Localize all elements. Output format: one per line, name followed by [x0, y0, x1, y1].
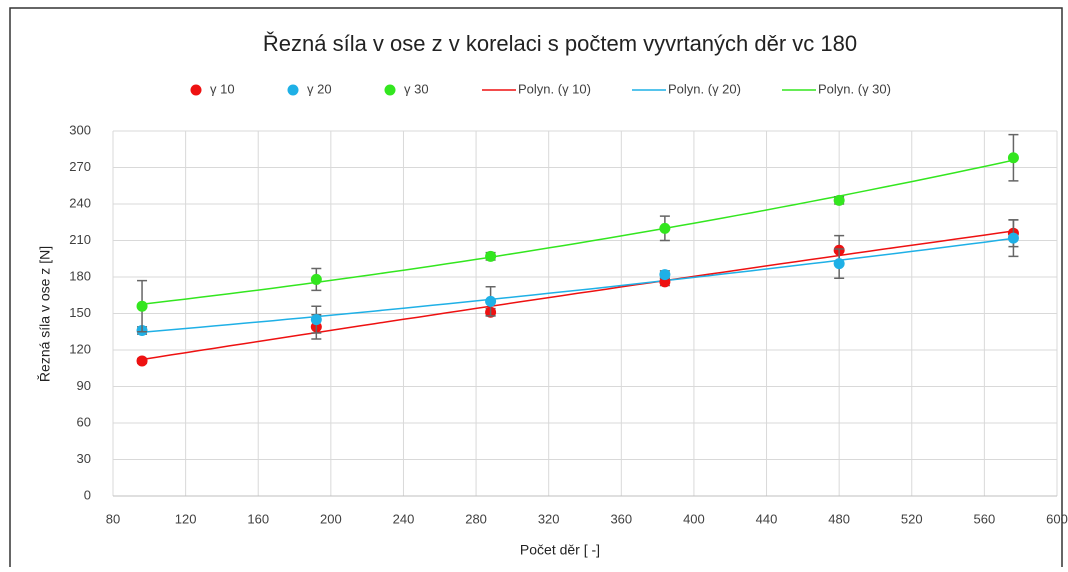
- x-tick-label: 440: [756, 511, 778, 526]
- trendline: [141, 237, 1014, 334]
- trendline: [141, 230, 1014, 361]
- y-tick-label: 120: [69, 341, 91, 356]
- x-tick-label: 320: [538, 511, 560, 526]
- point: [136, 355, 148, 367]
- point: [485, 250, 497, 262]
- legend-label: γ 10: [210, 81, 235, 96]
- point: [833, 258, 845, 270]
- point: [659, 269, 671, 281]
- y-tick-label: 150: [69, 305, 91, 320]
- chart-title: Řezná síla v ose z v korelaci s počtem v…: [263, 31, 857, 56]
- point: [136, 300, 148, 312]
- x-tick-label: 240: [393, 511, 415, 526]
- legend-label: γ 20: [307, 81, 332, 96]
- point: [310, 273, 322, 285]
- legend-label: γ 30: [404, 81, 429, 96]
- trendline: [141, 159, 1014, 305]
- point: [1007, 232, 1019, 244]
- legend-label: Polyn. (γ 20): [668, 81, 741, 96]
- x-tick-label: 280: [465, 511, 487, 526]
- y-tick-label: 270: [69, 159, 91, 174]
- point: [833, 194, 845, 206]
- x-tick-label: 200: [320, 511, 342, 526]
- x-axis-label: Počet děr [ -]: [520, 542, 600, 558]
- x-tick-label: 520: [901, 511, 923, 526]
- y-tick-label: 180: [69, 268, 91, 283]
- point: [659, 222, 671, 234]
- y-tick-label: 0: [84, 487, 91, 502]
- x-tick-label: 480: [828, 511, 850, 526]
- y-tick-label: 30: [77, 451, 91, 466]
- y-tick-label: 300: [69, 122, 91, 137]
- y-tick-label: 210: [69, 232, 91, 247]
- legend-marker: [190, 84, 202, 96]
- x-tick-label: 160: [247, 511, 269, 526]
- y-tick-label: 240: [69, 195, 91, 210]
- x-tick-label: 120: [175, 511, 197, 526]
- legend-marker: [384, 84, 396, 96]
- y-tick-label: 60: [77, 414, 91, 429]
- x-tick-label: 360: [610, 511, 632, 526]
- legend-marker: [287, 84, 299, 96]
- legend-label: Polyn. (γ 10): [518, 81, 591, 96]
- x-tick-label: 400: [683, 511, 705, 526]
- point: [1007, 152, 1019, 164]
- x-tick-label: 80: [106, 511, 120, 526]
- x-tick-label: 600: [1046, 511, 1068, 526]
- point: [485, 295, 497, 307]
- legend-label: Polyn. (γ 30): [818, 81, 891, 96]
- point: [310, 314, 322, 326]
- y-tick-label: 90: [77, 378, 91, 393]
- y-axis-label: Řezná síla v ose z [N]: [37, 246, 53, 382]
- x-tick-label: 560: [974, 511, 996, 526]
